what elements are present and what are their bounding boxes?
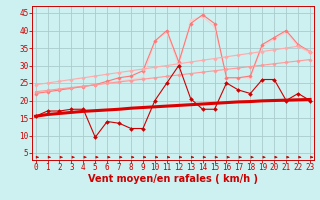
X-axis label: Vent moyen/en rafales ( km/h ): Vent moyen/en rafales ( km/h ) [88,174,258,184]
